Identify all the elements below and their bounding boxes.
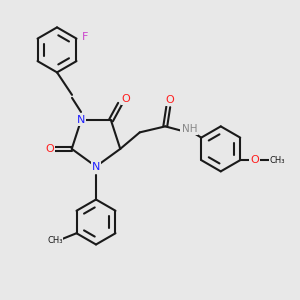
Text: O: O [165, 95, 174, 105]
Text: O: O [250, 155, 259, 165]
Text: CH₃: CH₃ [47, 236, 63, 245]
Text: CH₃: CH₃ [270, 156, 286, 165]
Text: O: O [46, 144, 54, 154]
Text: N: N [92, 161, 100, 172]
Text: N: N [77, 116, 85, 125]
Text: O: O [122, 94, 130, 104]
Text: F: F [82, 32, 88, 42]
Text: NH: NH [182, 124, 197, 134]
